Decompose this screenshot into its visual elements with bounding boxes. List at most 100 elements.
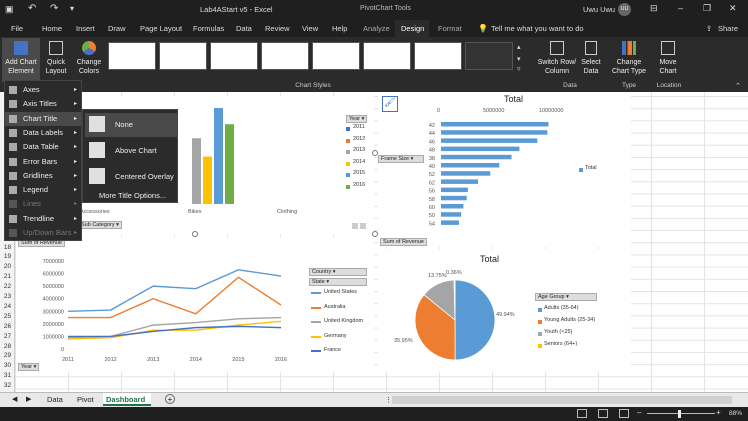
bar[interactable] bbox=[225, 124, 234, 204]
gallery-more-icon[interactable]: ▿ bbox=[517, 66, 521, 73]
save-icon[interactable]: ▣ bbox=[5, 4, 14, 14]
pie-slice[interactable] bbox=[414, 294, 456, 361]
hbar[interactable] bbox=[441, 163, 500, 168]
pie-chart[interactable]: Total 49.94% 35.95% 13.75% 0.36% Age Gro… bbox=[378, 249, 631, 372]
bar[interactable] bbox=[214, 108, 223, 204]
hbar[interactable] bbox=[441, 195, 467, 201]
resize-handle-corner[interactable] bbox=[372, 231, 378, 237]
customize-qat-icon[interactable]: ▾ bbox=[70, 4, 75, 13]
prev-sheet-icon[interactable]: ◀ bbox=[12, 396, 18, 403]
resize-handle-bottom[interactable] bbox=[192, 231, 198, 237]
subcategory-filter-button[interactable]: Sub Category ▾ bbox=[78, 221, 122, 229]
line-series[interactable] bbox=[67, 269, 282, 312]
submenu-centered-overlay[interactable]: Centered Overlay bbox=[85, 165, 177, 189]
age-group-filter[interactable]: Age Group ▾ bbox=[535, 293, 597, 301]
hbar[interactable] bbox=[441, 220, 459, 225]
chart-style-6[interactable] bbox=[363, 42, 411, 70]
bar[interactable] bbox=[203, 156, 212, 204]
hbar[interactable] bbox=[441, 146, 520, 152]
submenu-above-chart[interactable]: Above Chart bbox=[85, 139, 177, 163]
menu-item-axis-titles[interactable]: Axis Titles ▸ bbox=[5, 97, 81, 111]
chart-style-2[interactable] bbox=[159, 42, 207, 70]
bar[interactable] bbox=[192, 138, 201, 204]
line-series[interactable] bbox=[68, 276, 282, 319]
tab-formulas[interactable]: Formulas bbox=[193, 24, 225, 33]
horizontal-scrollbar[interactable] bbox=[392, 396, 732, 404]
hbar[interactable] bbox=[441, 171, 491, 176]
menu-item-data-labels[interactable]: Data Labels ▸ bbox=[5, 126, 81, 140]
menu-item-trendline[interactable]: Trendline ▸ bbox=[5, 212, 81, 226]
zoom-in-icon[interactable]: + bbox=[716, 408, 721, 417]
chart-style-5[interactable] bbox=[312, 42, 360, 70]
tab-draw[interactable]: Draw bbox=[108, 24, 126, 33]
menu-item-legend[interactable]: Legend ▸ bbox=[5, 183, 81, 197]
chart-style-7[interactable] bbox=[414, 42, 462, 70]
year-filter-button[interactable]: Year ▾ bbox=[346, 115, 368, 123]
undo-icon[interactable]: ↶ bbox=[28, 3, 37, 14]
line-year-filter[interactable]: Year ▾ bbox=[18, 363, 40, 371]
tab-split-icon[interactable]: ⋮ bbox=[385, 397, 392, 404]
tab-review[interactable]: Review bbox=[265, 24, 290, 33]
zoom-out-icon[interactable]: – bbox=[637, 408, 642, 417]
change-chart-type-button[interactable]: Change Chart Type bbox=[610, 38, 648, 82]
avatar[interactable]: UU bbox=[618, 3, 631, 16]
brush-icon[interactable]: 🖌 bbox=[382, 96, 398, 112]
pie-slice[interactable] bbox=[454, 279, 496, 361]
menu-item-chart-title[interactable]: Chart Title ▸ bbox=[5, 111, 81, 126]
line-series[interactable] bbox=[67, 316, 282, 339]
tab-design[interactable]: Design bbox=[401, 24, 425, 33]
page-layout-view-icon[interactable] bbox=[598, 409, 608, 418]
line-chart[interactable]: Sum of Revenue 7000000 6000000 5000000 4000… bbox=[16, 237, 374, 372]
move-chart-button[interactable]: Move Chart bbox=[654, 38, 682, 82]
close-icon[interactable]: ✕ bbox=[729, 3, 737, 13]
hbar-chart[interactable]: 🖌 Total 0 5000000 10000000 42 44 46 48 38 40 5… bbox=[378, 92, 631, 247]
tab-data[interactable]: Data bbox=[236, 24, 252, 33]
share-icon[interactable]: ⇪ bbox=[706, 24, 713, 33]
hbar[interactable] bbox=[441, 179, 478, 184]
ribbon-display-icon[interactable]: ⊟ bbox=[650, 3, 658, 13]
hbar[interactable] bbox=[441, 138, 538, 143]
frame-size-filter[interactable]: Frame Size ▾ bbox=[378, 155, 424, 163]
menu-item-error-bars[interactable]: Error Bars ▸ bbox=[5, 155, 81, 169]
submenu-more-title-options[interactable]: More Title Options... bbox=[99, 191, 167, 200]
chart-style-8[interactable] bbox=[465, 42, 513, 70]
zoom-minus-icon[interactable] bbox=[352, 223, 358, 229]
chart-style-4[interactable] bbox=[261, 42, 309, 70]
tab-home[interactable]: Home bbox=[42, 24, 63, 33]
tab-format[interactable]: Format bbox=[438, 24, 462, 33]
state-filter[interactable]: State ▾ bbox=[309, 278, 367, 286]
share-button[interactable]: Share bbox=[718, 24, 739, 33]
minimize-icon[interactable]: – bbox=[678, 3, 684, 13]
zoom-plus-icon[interactable] bbox=[360, 223, 366, 229]
hbar[interactable] bbox=[441, 122, 549, 127]
tab-insert[interactable]: Insert bbox=[76, 24, 95, 33]
menu-item-data-table[interactable]: Data Table ▸ bbox=[5, 140, 81, 154]
normal-view-icon[interactable] bbox=[577, 409, 587, 418]
zoom-slider[interactable] bbox=[647, 413, 715, 414]
menu-item-gridlines[interactable]: Gridlines ▸ bbox=[5, 169, 81, 183]
change-colors-button[interactable]: Change Colors bbox=[73, 38, 105, 82]
sheet-tab-data[interactable]: Data bbox=[47, 395, 63, 404]
hbar[interactable] bbox=[441, 204, 464, 209]
sheet-tab-pivot[interactable]: Pivot bbox=[77, 395, 94, 404]
redo-icon[interactable]: ↷ bbox=[50, 3, 59, 14]
tab-help[interactable]: Help bbox=[332, 24, 348, 33]
tab-analyze[interactable]: Analyze bbox=[363, 24, 390, 33]
tab-view[interactable]: View bbox=[302, 24, 319, 33]
tell-me-box[interactable]: Tell me what you want to do bbox=[491, 24, 584, 33]
switch-row-column-button[interactable]: Switch Row/ Column bbox=[537, 38, 577, 82]
next-sheet-icon[interactable]: ▶ bbox=[26, 396, 32, 403]
add-sheet-icon[interactable]: + bbox=[165, 394, 175, 404]
hbar[interactable] bbox=[441, 154, 512, 160]
select-data-button[interactable]: Select Data bbox=[579, 38, 603, 82]
page-break-view-icon[interactable] bbox=[619, 409, 629, 418]
user-name[interactable]: Uwu Uwu bbox=[583, 5, 616, 14]
zoom-level[interactable]: 88% bbox=[729, 410, 743, 417]
hbar[interactable] bbox=[441, 212, 462, 217]
resize-handle-right[interactable] bbox=[372, 150, 378, 156]
pie-slice[interactable] bbox=[453, 279, 456, 321]
hbar[interactable] bbox=[441, 187, 468, 193]
tab-file[interactable]: File bbox=[11, 24, 24, 33]
menu-item-axes[interactable]: Axes ▸ bbox=[5, 83, 81, 97]
submenu-none[interactable]: None bbox=[85, 113, 177, 137]
